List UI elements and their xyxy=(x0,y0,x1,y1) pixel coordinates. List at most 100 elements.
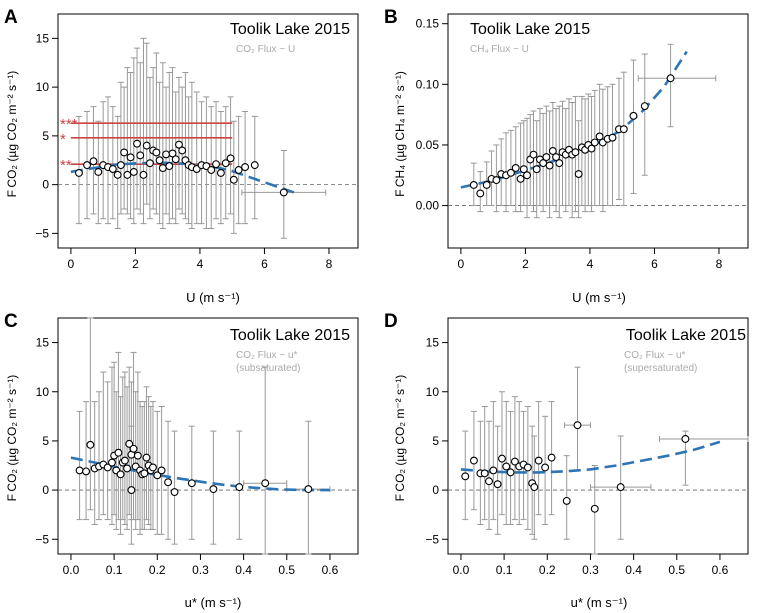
data-point-a xyxy=(136,151,145,160)
data-point-d xyxy=(534,456,543,465)
data-point-a xyxy=(241,163,250,172)
data-point-a xyxy=(139,170,148,179)
data-point-b xyxy=(587,144,596,153)
x-tick-label-d: 0.5 xyxy=(668,563,685,577)
data-point-c xyxy=(187,479,196,488)
data-point-c xyxy=(133,451,142,460)
data-point-b xyxy=(666,74,675,83)
subtitle-d-1: CO₂ Flux ~ u* xyxy=(624,350,686,361)
xlabel-a: U (m s⁻¹) xyxy=(186,290,240,305)
data-point-b xyxy=(574,170,583,178)
fit-curve-d xyxy=(460,440,721,474)
x-tick-label-d: 0.2 xyxy=(539,563,556,577)
data-point-a xyxy=(116,161,125,170)
data-point-a xyxy=(129,168,138,176)
data-point-a xyxy=(123,170,132,179)
panel-b: B 0 2 4 6 8 0.00 0.05 0.10 0.15 Toolik Lake 2015… xyxy=(384,7,749,305)
data-point-b xyxy=(482,181,491,189)
data-point-c xyxy=(140,469,149,478)
data-point-a xyxy=(175,140,183,149)
x-tick-label-d: 0.4 xyxy=(625,563,642,577)
data-point-d xyxy=(493,480,502,489)
panel-b-marks: 0 2 4 6 8 0.00 0.05 0.10 0.15 xyxy=(416,13,749,271)
plot-frame-c xyxy=(57,317,359,555)
data-point-c xyxy=(153,471,162,480)
y-tick-label-d: 15 xyxy=(426,336,440,350)
data-point-c xyxy=(116,470,125,479)
x-tick-label-c: 0.1 xyxy=(106,563,123,577)
y-tick-label-c: 5 xyxy=(42,434,49,448)
x-tick-label-a: 2 xyxy=(132,257,139,271)
data-point-a xyxy=(216,168,225,177)
data-point-a xyxy=(152,148,161,157)
x-tick-label-d: 0.1 xyxy=(496,563,513,577)
data-point-c xyxy=(114,448,123,457)
data-point-a xyxy=(168,149,177,158)
x-tick-label-c: 0.3 xyxy=(192,563,209,577)
ylabel-c: F CO₂ (µg CO₂ m⁻² s⁻¹) xyxy=(5,375,19,502)
data-point-d xyxy=(547,453,556,462)
data-point-b xyxy=(532,165,541,174)
data-point-d xyxy=(461,472,470,481)
data-point-c xyxy=(209,485,218,494)
data-point-d xyxy=(469,456,478,465)
data-point-a xyxy=(226,154,235,163)
x-tick-label-c: 0.2 xyxy=(149,563,166,577)
data-point-c xyxy=(129,444,138,453)
data-point-c xyxy=(170,488,179,496)
data-point-c xyxy=(149,463,157,472)
data-point-a xyxy=(207,166,216,174)
data-point-b xyxy=(542,153,551,162)
xlabel-b: U (m s⁻¹) xyxy=(572,290,626,305)
ylabel-b: F CH₄ (µg CH₄ m⁻² s⁻¹) xyxy=(393,71,407,197)
data-point-d xyxy=(510,457,519,466)
x-tick-label-d: 0.3 xyxy=(582,563,599,577)
data-point-c xyxy=(235,483,244,492)
y-tick-label-b: 0.00 xyxy=(416,199,440,213)
title-a: Toolik Lake 2015 xyxy=(230,21,350,38)
subtitle-c-1: CO₂ Flux ~ u* xyxy=(236,350,298,361)
data-point-c xyxy=(157,466,166,475)
y-tick-label-a: 15 xyxy=(36,31,50,45)
data-point-c xyxy=(127,486,136,495)
data-point-a xyxy=(165,162,174,171)
x-tick-label-a: 0 xyxy=(68,257,75,271)
data-point-b xyxy=(552,153,561,162)
data-point-a xyxy=(113,170,122,179)
data-point-a xyxy=(145,159,154,168)
panel-d-marks: 0.0 0.1 0.2 0.3 0.4 0.5 0.6 −5 0 5 10 15 xyxy=(425,317,749,577)
plot-frame-b xyxy=(447,13,749,249)
data-point-a xyxy=(108,165,117,173)
data-point-a xyxy=(212,160,221,169)
data-point-d xyxy=(523,463,532,472)
y-tick-label-a: 10 xyxy=(36,80,50,94)
panel-c-marks: 0.0 0.1 0.2 0.3 0.4 0.5 0.6 −5 0 5 10 15 xyxy=(35,317,359,577)
data-point-d xyxy=(541,463,550,472)
data-point-a xyxy=(279,188,288,197)
title-b: Toolik Lake 2015 xyxy=(470,21,590,38)
data-point-c xyxy=(142,453,151,462)
xlabel-d: u* (m s⁻¹) xyxy=(571,595,628,610)
data-point-a xyxy=(83,161,91,170)
subtitle-b: CH₄ Flux ~ U xyxy=(470,44,529,55)
data-point-b xyxy=(555,159,564,168)
panel-d: D 0.0 0.1 0.2 0.3 0.4 0.5 0.6 −5 0 5 10 15 Toolik L… xyxy=(384,311,749,610)
data-point-a xyxy=(178,146,187,155)
y-tick-label-b: 0.15 xyxy=(416,17,440,31)
data-point-a xyxy=(250,161,259,170)
data-point-c xyxy=(86,440,95,449)
data-point-b xyxy=(511,164,520,172)
data-point-b xyxy=(476,189,485,198)
data-point-a xyxy=(89,157,98,166)
data-point-a xyxy=(221,159,230,168)
y-tick-label-a: −5 xyxy=(35,226,49,240)
title-c: Toolik Lake 2015 xyxy=(230,327,350,344)
data-point-a xyxy=(94,168,103,176)
data-point-c xyxy=(125,439,134,448)
data-point-d xyxy=(616,483,625,492)
data-point-d xyxy=(573,421,582,430)
y-tick-label-a: 0 xyxy=(42,178,49,192)
